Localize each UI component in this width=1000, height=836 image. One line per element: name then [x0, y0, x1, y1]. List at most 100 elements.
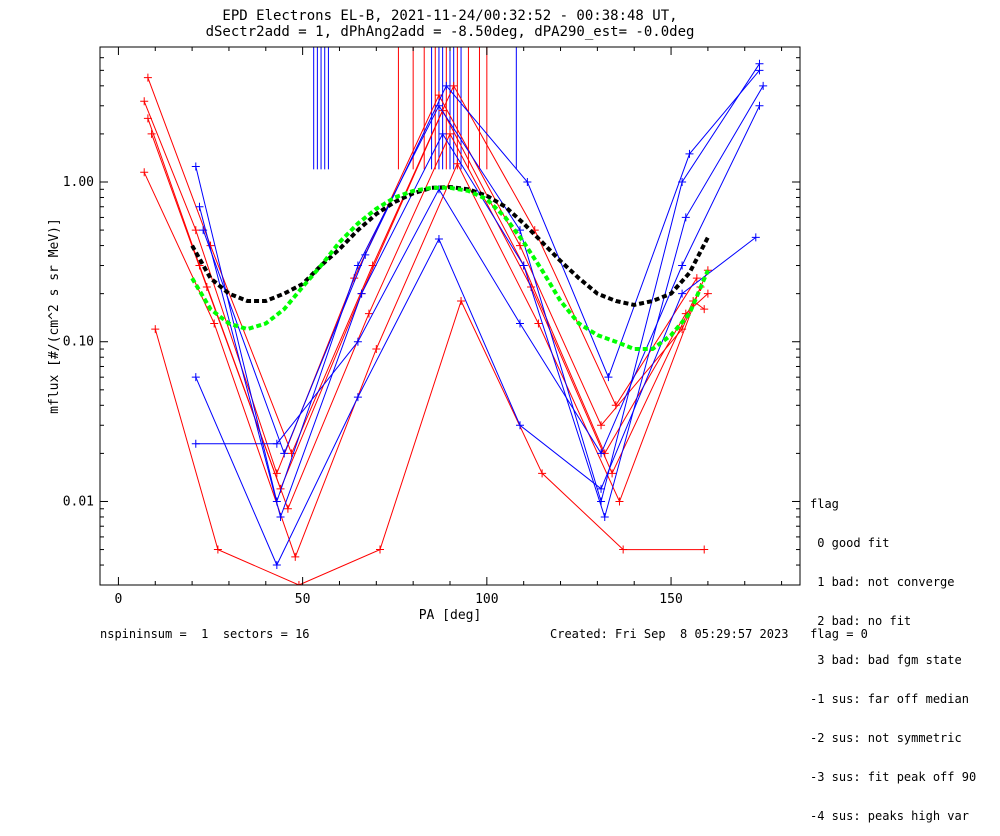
legend-item: -2 sus: not symmetric: [810, 731, 962, 745]
series-point: [685, 149, 694, 158]
series-point: [213, 545, 222, 554]
legend-item: 3 bad: bad fgm state: [810, 653, 962, 667]
series-point: [538, 469, 547, 478]
fit-curve: [190, 184, 710, 307]
series-point: [755, 101, 764, 110]
series-point: [291, 552, 300, 561]
series-point: [199, 226, 208, 235]
series-point: [272, 469, 281, 478]
series-point: [516, 421, 524, 430]
series-point: [597, 449, 606, 458]
series-point: [442, 81, 451, 90]
series-point: [287, 449, 296, 458]
series-point: [703, 289, 712, 298]
series-point: [372, 345, 381, 354]
series-point: [191, 439, 200, 448]
x-tick-label: 100: [475, 592, 498, 607]
series-point: [143, 114, 152, 123]
x-tick-label: 50: [295, 592, 311, 607]
series-point: [597, 484, 606, 493]
series-point: [700, 545, 709, 554]
series-point: [272, 439, 281, 448]
series-point: [294, 581, 303, 585]
series-point: [516, 241, 524, 250]
series-line: [195, 237, 757, 567]
series-point: [151, 325, 160, 334]
series-point: [604, 373, 613, 382]
series-point: [597, 421, 606, 430]
series-point: [140, 97, 149, 106]
series-point: [434, 101, 443, 110]
series-point: [519, 261, 528, 270]
series-point: [191, 162, 200, 171]
series-point: [143, 73, 152, 82]
series-point: [608, 469, 617, 478]
y-tick-label: 0.10: [63, 335, 94, 350]
series-point: [615, 497, 624, 506]
series-point: [516, 226, 524, 235]
series-line: [154, 299, 705, 585]
series-point: [210, 319, 219, 328]
series-point: [147, 129, 156, 138]
series-point: [376, 545, 384, 554]
series-point: [453, 159, 462, 168]
series-line: [147, 77, 698, 455]
series-point: [600, 512, 609, 521]
x-tick-label: 150: [659, 592, 682, 607]
series-line: [202, 69, 760, 455]
series-point: [191, 226, 200, 235]
footer-right: Created: Fri Sep 8 05:29:57 2023 flag = …: [550, 627, 868, 641]
series-point: [755, 66, 764, 75]
series-point: [202, 283, 211, 292]
series-point: [523, 177, 532, 186]
series-point: [446, 129, 454, 138]
series-point: [283, 504, 292, 513]
chart-plot: 0 50 100 150 0.01 0.10 1.00 PA [deg] mflux [#/…: [47, 46, 801, 623]
series-point: [438, 129, 447, 138]
y-tick-label: 0.01: [63, 494, 94, 509]
footer-left: nspininsum = 1 sectors = 16: [100, 627, 310, 641]
series-point: [611, 401, 620, 410]
legend-item: 2 bad: no fit: [810, 614, 912, 628]
series-point: [678, 289, 687, 298]
series-point: [276, 512, 285, 521]
series-point: [457, 296, 466, 305]
series-point: [449, 81, 458, 90]
legend-item: -4 sus: peaks high var: [810, 809, 969, 823]
x-tick-label: 0: [115, 592, 123, 607]
legend-title: flag: [810, 497, 839, 511]
series-point: [364, 309, 373, 318]
legend-item: 0 good fit: [810, 536, 890, 550]
series-point: [353, 393, 362, 402]
series-point: [272, 561, 281, 570]
series-point: [361, 250, 370, 259]
series-point: [751, 233, 760, 242]
series-point: [619, 545, 628, 554]
flag-legend: flag 0 good fit 1 bad: not converge 2 ba…: [810, 472, 976, 836]
series-point: [280, 449, 289, 458]
series-point: [678, 261, 687, 270]
chart-title-line2: dSectr2add = 1, dPhAng2add = -8.50deg, d…: [205, 24, 695, 40]
series-point: [516, 319, 524, 328]
legend-item: 1 bad: not converge: [810, 575, 955, 589]
series-line: [195, 63, 760, 504]
series-point: [692, 274, 701, 283]
series-point: [353, 337, 362, 346]
series-point: [700, 305, 709, 314]
series-point: [759, 81, 768, 90]
series-line: [195, 105, 760, 455]
chart-title-line1: EPD Electrons EL-B, 2021-11-24/00:32:52 …: [222, 8, 678, 24]
series-point: [191, 373, 200, 382]
series-point: [195, 202, 204, 211]
y-axis-label: mflux [#/(cm^2 s sr MeV)]: [47, 218, 62, 414]
x-axis-label: PA [deg]: [419, 608, 482, 623]
fit-curve: [190, 185, 710, 351]
series-point: [434, 234, 443, 243]
series-point: [534, 319, 543, 328]
series-point: [140, 168, 149, 177]
legend-item: -1 sus: far off median: [810, 692, 969, 706]
series-point: [681, 213, 690, 222]
y-tick-label: 1.00: [63, 175, 94, 190]
legend-item: -3 sus: fit peak off 90: [810, 770, 977, 784]
series-line: [143, 93, 709, 475]
